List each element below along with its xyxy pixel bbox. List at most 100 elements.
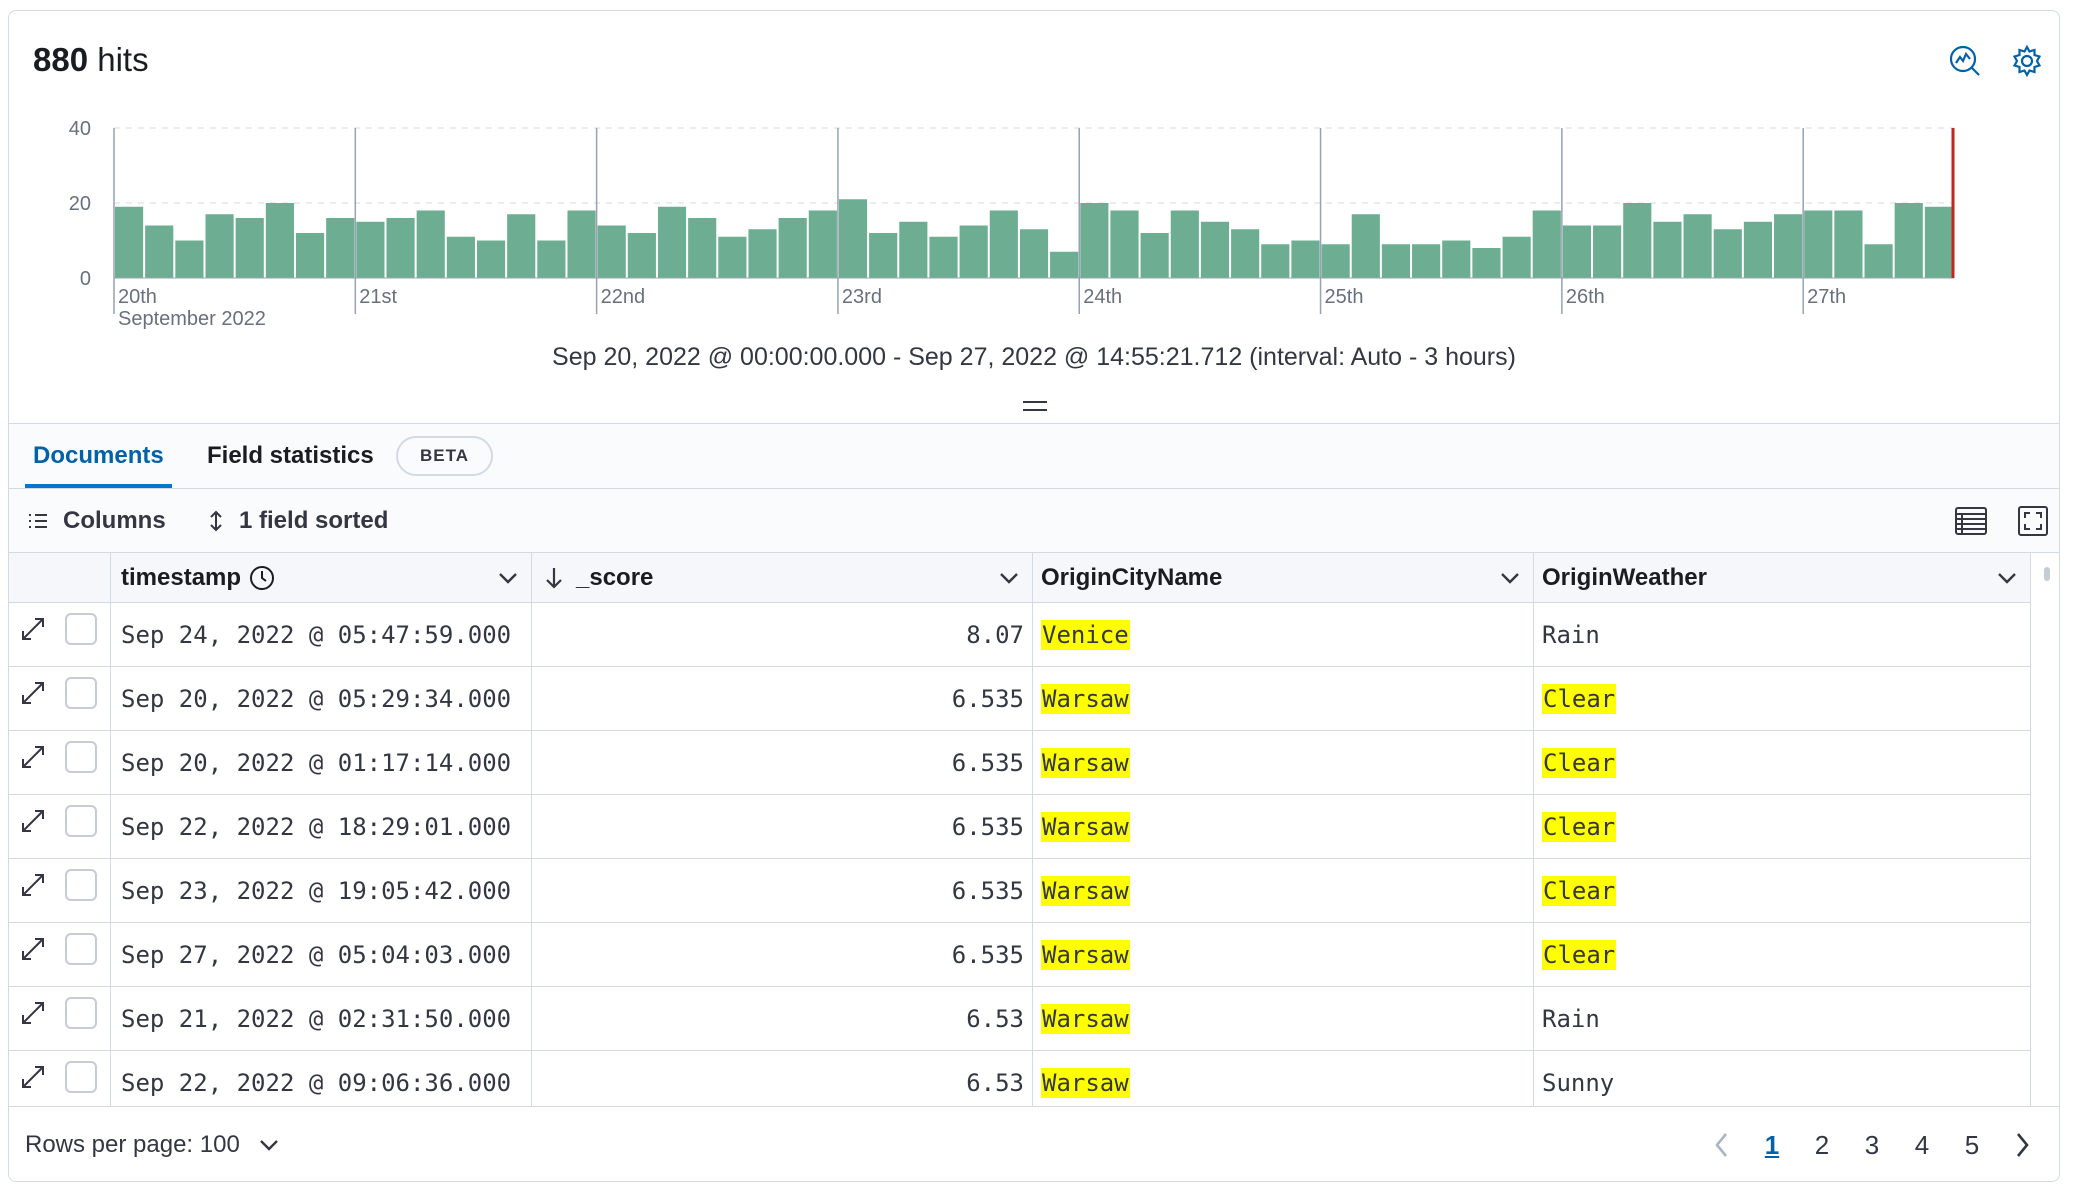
- resize-handle[interactable]: [1023, 401, 1047, 411]
- grid-scrollbar[interactable]: [2044, 567, 2050, 581]
- histogram-bar[interactable]: [145, 225, 174, 279]
- histogram-bar[interactable]: [929, 236, 958, 278]
- expand-row-icon[interactable]: [19, 679, 47, 707]
- columns-button[interactable]: Columns: [27, 489, 166, 553]
- table-row[interactable]: Sep 20, 2022 @ 01:17:14.000 6.535 Warsaw Cl…: [9, 731, 2031, 795]
- histogram-bar[interactable]: [416, 210, 445, 279]
- histogram-bar[interactable]: [1291, 240, 1320, 279]
- table-row[interactable]: Sep 20, 2022 @ 05:29:34.000 6.535 Warsaw Cl…: [9, 667, 2031, 731]
- histogram-bar[interactable]: [567, 210, 596, 279]
- row-density-icon[interactable]: [1951, 501, 1991, 541]
- histogram-bar[interactable]: [688, 218, 717, 278]
- table-row[interactable]: Sep 27, 2022 @ 05:04:03.000 6.535 Warsaw Cl…: [9, 923, 2031, 987]
- histogram-bar[interactable]: [1502, 236, 1531, 278]
- histogram-bar[interactable]: [1110, 210, 1139, 279]
- row-checkbox[interactable]: [65, 741, 97, 773]
- histogram-bar[interactable]: [1894, 203, 1923, 278]
- row-checkbox[interactable]: [65, 1061, 97, 1093]
- header-origin-city[interactable]: OriginCityName: [1033, 553, 1534, 603]
- histogram-bar[interactable]: [1683, 214, 1712, 278]
- tab-documents[interactable]: Documents: [25, 424, 172, 488]
- expand-row-icon[interactable]: [19, 935, 47, 963]
- histogram-bar[interactable]: [1170, 210, 1199, 279]
- page-4[interactable]: 4: [1914, 1129, 1930, 1160]
- histogram-bar[interactable]: [1743, 221, 1773, 278]
- histogram-bar[interactable]: [808, 210, 837, 279]
- header-score[interactable]: _score: [532, 553, 1033, 603]
- histogram-bar[interactable]: [537, 240, 566, 279]
- histogram-bar[interactable]: [356, 221, 385, 278]
- histogram-bar[interactable]: [386, 218, 415, 278]
- chevron-down-icon[interactable]: [1996, 568, 2018, 588]
- histogram-bar[interactable]: [1381, 244, 1411, 278]
- page-2[interactable]: 2: [1814, 1129, 1830, 1160]
- histogram-bar[interactable]: [869, 233, 898, 278]
- histogram-bar[interactable]: [718, 236, 747, 278]
- histogram-bar[interactable]: [476, 240, 506, 279]
- histogram-bar[interactable]: [326, 218, 355, 278]
- histogram-bar[interactable]: [1532, 210, 1561, 279]
- expand-row-icon[interactable]: [19, 615, 47, 643]
- histogram-bar[interactable]: [235, 218, 264, 278]
- histogram-bar[interactable]: [1924, 206, 1953, 278]
- chevron-down-icon[interactable]: [1499, 568, 1521, 588]
- histogram-bar[interactable]: [1593, 225, 1622, 279]
- histogram-bar[interactable]: [295, 233, 325, 278]
- histogram-bar[interactable]: [1442, 240, 1471, 279]
- histogram-bar[interactable]: [597, 225, 626, 279]
- histogram-bar[interactable]: [1713, 229, 1742, 278]
- histogram-bar[interactable]: [1321, 244, 1350, 278]
- histogram-bar[interactable]: [1261, 244, 1290, 278]
- histogram-bar[interactable]: [838, 199, 868, 278]
- histogram-bar[interactable]: [1351, 214, 1380, 278]
- expand-row-icon[interactable]: [19, 807, 47, 835]
- histogram-bar[interactable]: [989, 210, 1018, 279]
- histogram-bar[interactable]: [1019, 229, 1049, 278]
- table-row[interactable]: Sep 23, 2022 @ 19:05:42.000 6.535 Warsaw Cl…: [9, 859, 2031, 923]
- header-timestamp[interactable]: timestamp: [111, 553, 532, 603]
- histogram-chart[interactable]: 0 20 40 20th 21st 22nd 23rd 24th 25th 26th 27th Sep…: [9, 106, 2060, 336]
- expand-row-icon[interactable]: [19, 871, 47, 899]
- row-checkbox[interactable]: [65, 613, 97, 645]
- histogram-bar[interactable]: [115, 206, 144, 278]
- expand-row-icon[interactable]: [19, 999, 47, 1027]
- histogram-bar[interactable]: [1623, 203, 1652, 278]
- table-row[interactable]: Sep 21, 2022 @ 02:31:50.000 6.53 Warsaw Rai…: [9, 987, 2031, 1051]
- sort-fields-button[interactable]: 1 field sorted: [207, 489, 388, 553]
- histogram-bar[interactable]: [1140, 233, 1169, 278]
- page-5[interactable]: 5: [1964, 1129, 1980, 1160]
- row-checkbox[interactable]: [65, 869, 97, 901]
- row-checkbox[interactable]: [65, 997, 97, 1029]
- expand-row-icon[interactable]: [19, 1063, 47, 1091]
- row-checkbox[interactable]: [65, 677, 97, 709]
- histogram-bar[interactable]: [1231, 229, 1260, 278]
- histogram-bar[interactable]: [205, 214, 234, 278]
- rows-per-page-selector[interactable]: Rows per page: 100: [25, 1107, 280, 1181]
- histogram-bar[interactable]: [1472, 248, 1501, 278]
- table-row[interactable]: Sep 22, 2022 @ 18:29:01.000 6.535 Warsaw Cl…: [9, 795, 2031, 859]
- row-checkbox[interactable]: [65, 805, 97, 837]
- histogram-bar[interactable]: [265, 203, 294, 278]
- next-page-icon[interactable]: [1997, 1131, 2047, 1159]
- histogram-bar[interactable]: [507, 214, 536, 278]
- previous-page-icon[interactable]: [1697, 1131, 1747, 1159]
- expand-row-icon[interactable]: [19, 743, 47, 771]
- histogram-bar[interactable]: [1080, 203, 1109, 278]
- tab-field-statistics[interactable]: Field statistics: [207, 442, 374, 469]
- histogram-bar[interactable]: [1200, 221, 1230, 278]
- fullscreen-icon[interactable]: [2013, 501, 2053, 541]
- histogram-bar[interactable]: [1050, 251, 1079, 278]
- chevron-down-icon[interactable]: [497, 568, 519, 588]
- histogram-bar[interactable]: [1804, 210, 1833, 279]
- page-3[interactable]: 3: [1864, 1129, 1880, 1160]
- table-row[interactable]: Sep 24, 2022 @ 05:47:59.000 8.07 Venice Rai…: [9, 603, 2031, 667]
- histogram-bar[interactable]: [1774, 214, 1803, 278]
- chart-settings-gear-icon[interactable]: [2007, 41, 2047, 81]
- histogram-bar[interactable]: [1864, 244, 1893, 278]
- histogram-bar[interactable]: [657, 206, 687, 278]
- page-1[interactable]: 1: [1764, 1129, 1780, 1160]
- chevron-down-icon[interactable]: [998, 568, 1020, 588]
- histogram-bar[interactable]: [778, 218, 807, 278]
- header-origin-weather[interactable]: OriginWeather: [1534, 553, 2031, 603]
- histogram-bar[interactable]: [175, 240, 204, 279]
